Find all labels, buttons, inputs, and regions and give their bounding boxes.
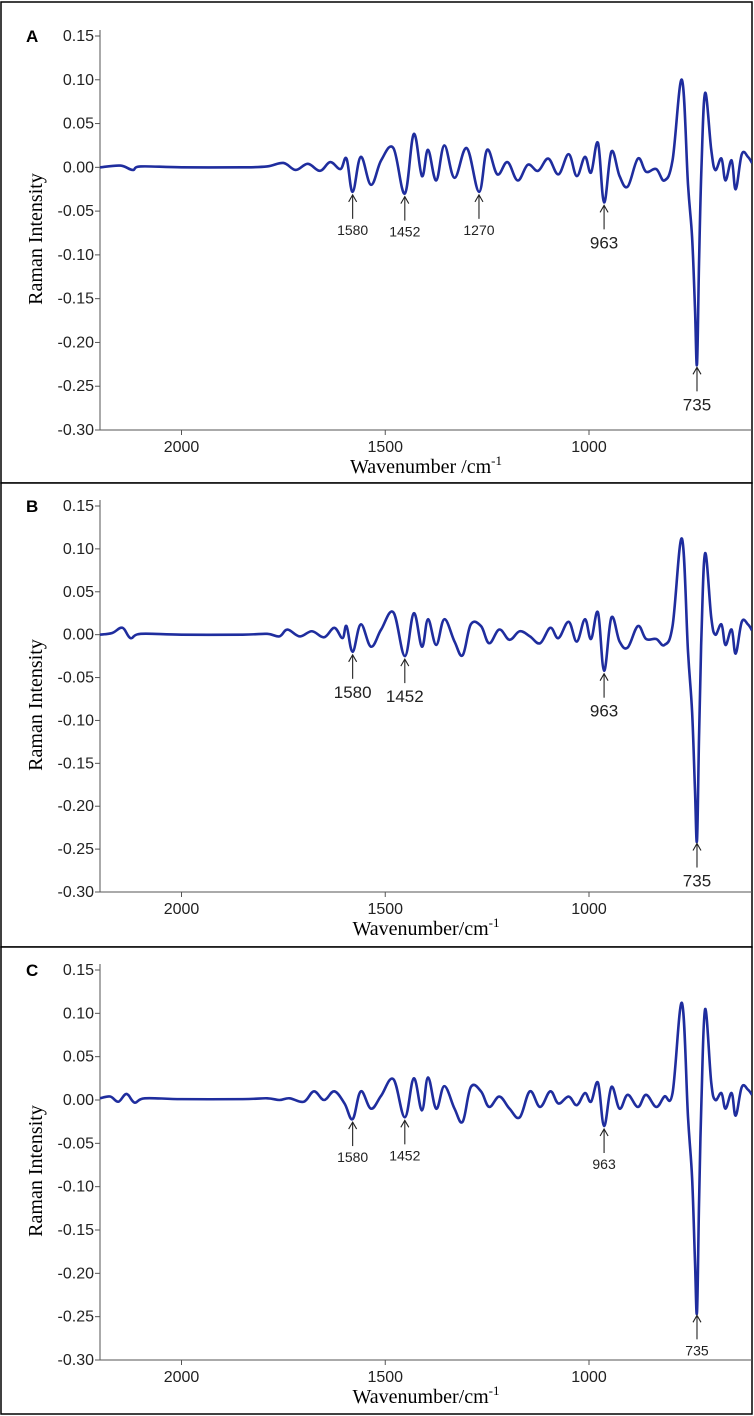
peak-annotation: 963 — [590, 204, 618, 252]
y-tick-label: -0.15 — [58, 291, 95, 308]
y-tick-label: -0.25 — [58, 1309, 95, 1326]
y-tick-label: -0.10 — [58, 712, 95, 729]
panel-frame — [0, 946, 753, 1415]
annotation-arrowhead — [400, 658, 410, 667]
y-tick-label: -0.30 — [58, 422, 95, 439]
y-tick-label: -0.20 — [58, 1265, 95, 1282]
y-tick-label: -0.20 — [58, 798, 95, 815]
annotation-label: 963 — [592, 1156, 616, 1172]
y-tick-label: -0.30 — [58, 1352, 95, 1369]
y-tick-label: -0.10 — [58, 247, 95, 264]
x-tick-label: 1500 — [367, 439, 403, 456]
x-tick-label: 1000 — [571, 439, 607, 456]
annotation-arrowhead — [599, 1127, 609, 1137]
annotation-arrowhead — [348, 193, 358, 203]
x-tick-label: 1500 — [367, 901, 403, 918]
annotation-label: 1452 — [389, 1147, 420, 1163]
y-axis-title: Raman Intensity — [25, 173, 47, 305]
spectrum-line — [100, 78, 752, 367]
annotation-label: 1270 — [463, 222, 494, 238]
y-tick-label: 0.10 — [63, 1005, 94, 1022]
y-tick-label: 0.15 — [63, 962, 94, 979]
y-tick-label: -0.05 — [58, 203, 95, 220]
panel-b: B 0.15 0.10 0.05 0.00 -0.05 -0.10 -0.15 -0.20 -0.… — [0, 482, 753, 948]
panel-frame — [0, 1, 753, 484]
y-tick-label: 0.00 — [63, 159, 94, 176]
panel-c: C 0.15 0.10 0.05 0.00 -0.05 -0.10 -0.15 -0.20 -0.… — [0, 946, 753, 1415]
annotation-arrowhead — [599, 204, 609, 213]
annotation-arrowhead — [692, 1314, 702, 1323]
y-tick-label: 0.05 — [63, 584, 94, 601]
x-axis-title: Wavenumber /cm-1 — [350, 453, 502, 478]
y-tick-label: 0.15 — [63, 28, 94, 45]
y-tick-label: 0.10 — [63, 541, 94, 558]
annotation-arrowhead — [400, 1119, 410, 1128]
panel-frame — [0, 482, 753, 948]
peak-annotation: 963 — [592, 1127, 616, 1172]
panel-letter: B — [26, 497, 38, 516]
annotation-label: 1452 — [386, 687, 424, 706]
annotation-label: 963 — [590, 233, 618, 252]
y-tick-label: -0.30 — [58, 884, 95, 901]
y-tick-label: 0.00 — [63, 627, 94, 644]
x-tick-label: 1000 — [571, 901, 607, 918]
y-tick-label: 0.00 — [63, 1092, 94, 1109]
annotation-label: 735 — [683, 872, 711, 891]
x-tick-label: 2000 — [164, 1369, 200, 1386]
annotation-arrowhead — [599, 672, 609, 681]
peak-annotation: 735 — [683, 842, 711, 891]
peak-annotation: 963 — [590, 672, 618, 721]
y-tick-label: 0.15 — [63, 498, 94, 515]
annotation-label: 1580 — [337, 1149, 368, 1165]
peak-annotation: 735 — [683, 366, 711, 414]
peak-annotation: 735 — [685, 1314, 709, 1358]
peak-annotation: 1452 — [389, 195, 421, 240]
y-tick-label: -0.05 — [58, 670, 95, 687]
annotation-arrowhead — [348, 1120, 358, 1130]
panel-letter: A — [26, 27, 38, 46]
annotation-label: 1452 — [389, 224, 420, 240]
annotation-arrowhead — [348, 653, 358, 663]
x-tick-label: 1500 — [367, 1369, 403, 1386]
y-tick-label: -0.25 — [58, 841, 95, 858]
spectrum-line — [100, 1001, 752, 1316]
x-tick-label: 2000 — [164, 901, 200, 918]
peak-annotation: 1580 — [337, 193, 368, 238]
y-axis-title: Raman Intensity — [25, 1105, 47, 1237]
spectrum-line — [100, 537, 752, 844]
annotation-label: 1580 — [334, 683, 372, 702]
peak-annotation: 1580 — [337, 1120, 368, 1165]
x-axis-title: Wavenumber/cm-1 — [353, 915, 500, 940]
y-tick-label: 0.05 — [63, 1049, 94, 1066]
y-tick-label: -0.15 — [58, 1222, 95, 1239]
annotation-label: 735 — [685, 1342, 709, 1358]
panel-a: A 0.15 0.10 0.05 0.00 -0.05 -0.10 -0.15 -0.20 -0.… — [0, 1, 753, 484]
annotation-arrowhead — [692, 842, 702, 851]
peak-annotation: 1270 — [463, 193, 495, 238]
y-tick-label: -0.05 — [58, 1135, 95, 1152]
panel-letter: C — [26, 961, 38, 980]
peak-annotation: 1452 — [389, 1119, 421, 1163]
annotation-label: 1580 — [337, 222, 368, 238]
annotation-label: 963 — [590, 702, 618, 721]
x-tick-label: 2000 — [164, 439, 200, 456]
annotation-label: 735 — [683, 395, 711, 414]
y-tick-label: 0.05 — [63, 116, 94, 133]
peak-annotation: 1580 — [334, 653, 372, 702]
y-tick-label: 0.10 — [63, 72, 94, 89]
y-tick-label: -0.10 — [58, 1179, 95, 1196]
y-axis-title: Raman Intensity — [25, 639, 47, 771]
y-tick-label: -0.20 — [58, 334, 95, 351]
peak-annotation: 1452 — [386, 658, 424, 706]
annotation-arrowhead — [692, 366, 702, 375]
annotation-arrowhead — [474, 193, 484, 203]
y-tick-label: -0.15 — [58, 755, 95, 772]
y-tick-label: -0.25 — [58, 378, 95, 395]
x-axis-title: Wavenumber/cm-1 — [353, 1383, 500, 1408]
x-tick-label: 1000 — [571, 1369, 607, 1386]
annotation-arrowhead — [400, 195, 410, 204]
